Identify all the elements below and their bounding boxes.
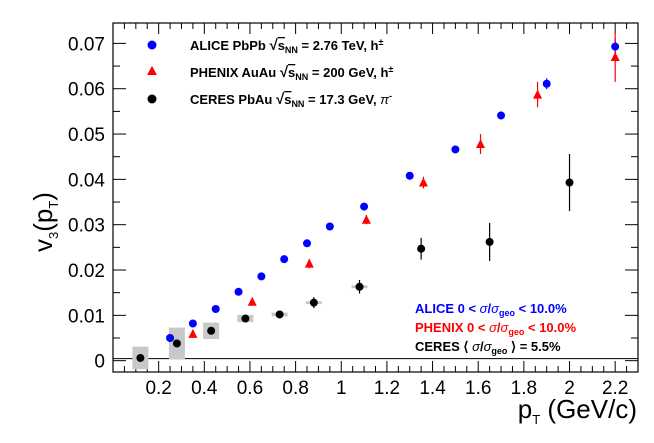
x-tick-label: 1.6 [465, 378, 491, 399]
data-point-alice [325, 222, 334, 231]
data-point-ceres [355, 282, 364, 291]
x-tick-label: 1.2 [374, 378, 400, 399]
y-tick-label: 0.02 [68, 261, 105, 282]
x-tick-label: 0.2 [145, 378, 171, 399]
data-point-phenix [533, 89, 543, 99]
legend-marker-phenix [147, 66, 157, 75]
data-point-ceres [565, 178, 574, 187]
data-point-phenix [361, 214, 371, 224]
y-tick-label: 0.03 [68, 216, 105, 237]
data-point-ceres [485, 237, 494, 246]
legend: ALICE PbPb √sNN = 2.76 TeV, h± PHENIX Au… [147, 37, 393, 109]
data-point-alice [211, 304, 220, 313]
data-point-alice [405, 171, 414, 180]
data-point-ceres [309, 298, 318, 307]
data-point-alice [257, 272, 266, 281]
data-point-phenix [304, 258, 314, 268]
data-point-alice [451, 145, 460, 154]
centrality-annotations: ALICE 0 < σ/σgeo < 10.0% PHENIX 0 < σ/σg… [415, 301, 577, 356]
data-point-alice [497, 111, 506, 120]
x-tick-label: 0.4 [191, 378, 218, 399]
x-tick-label: 0.6 [237, 378, 263, 399]
data-point-alice [166, 334, 175, 343]
x-tick-label: 1.8 [511, 378, 537, 399]
data-point-alice [188, 319, 197, 328]
x-tick-label: 1.4 [419, 378, 446, 399]
legend-entry-alice: ALICE PbPb √sNN = 2.76 TeV, h± [190, 37, 384, 55]
data-markers [136, 42, 620, 362]
data-point-alice [542, 79, 551, 88]
y-axis-title: v3(pT) [28, 192, 61, 252]
data-point-phenix [247, 296, 257, 306]
y-tick-label: 0.05 [68, 125, 105, 146]
x-tick-label: 2.2 [602, 378, 628, 399]
data-point-phenix [418, 177, 428, 187]
legend-marker-alice [147, 40, 157, 50]
data-point-ceres [417, 244, 426, 253]
x-tick-label: 0.8 [282, 378, 308, 399]
y-tick-label: 0 [94, 352, 105, 373]
axis-ticks: 0.2 0.4 0.6 0.8 1 1.2 1.4 1.6 1.8 2 2.2 0 0.01 0.02 0.… [68, 23, 638, 399]
legend-marker-ceres [147, 94, 157, 104]
x-tick-label: 2 [564, 378, 575, 399]
systematic-boxes [132, 285, 368, 370]
annotation-phenix: PHENIX 0 < σ/σgeo < 10.0% [415, 320, 577, 337]
x-tick-label: 1 [336, 378, 347, 399]
y-tick-label: 0.01 [68, 306, 105, 327]
data-point-alice [303, 239, 312, 248]
annotation-alice: ALICE 0 < σ/σgeo < 10.0% [415, 301, 567, 318]
data-point-alice [611, 42, 620, 51]
annotation-ceres: CERES ⟨ σ/σgeo ⟩ = 5.5% [415, 339, 561, 356]
data-point-phenix [610, 51, 620, 61]
data-point-alice [360, 202, 369, 211]
data-point-ceres [172, 339, 181, 348]
data-point-ceres [241, 314, 250, 323]
data-point-ceres [275, 310, 284, 319]
y-tick-label: 0.06 [68, 80, 105, 101]
legend-entry-ceres: CERES PbAu √sNN = 17.3 GeV, π- [190, 91, 392, 109]
data-point-phenix [188, 328, 198, 338]
y-tick-label: 0.04 [68, 170, 105, 191]
data-point-phenix [476, 139, 485, 149]
legend-entry-phenix: PHENIX AuAu √sNN = 200 GeV, h± [190, 64, 393, 82]
data-point-alice [280, 255, 289, 264]
data-point-alice [234, 287, 243, 296]
y-tick-label: 0.07 [68, 34, 105, 55]
data-point-ceres [136, 353, 145, 362]
data-point-ceres [207, 326, 216, 335]
